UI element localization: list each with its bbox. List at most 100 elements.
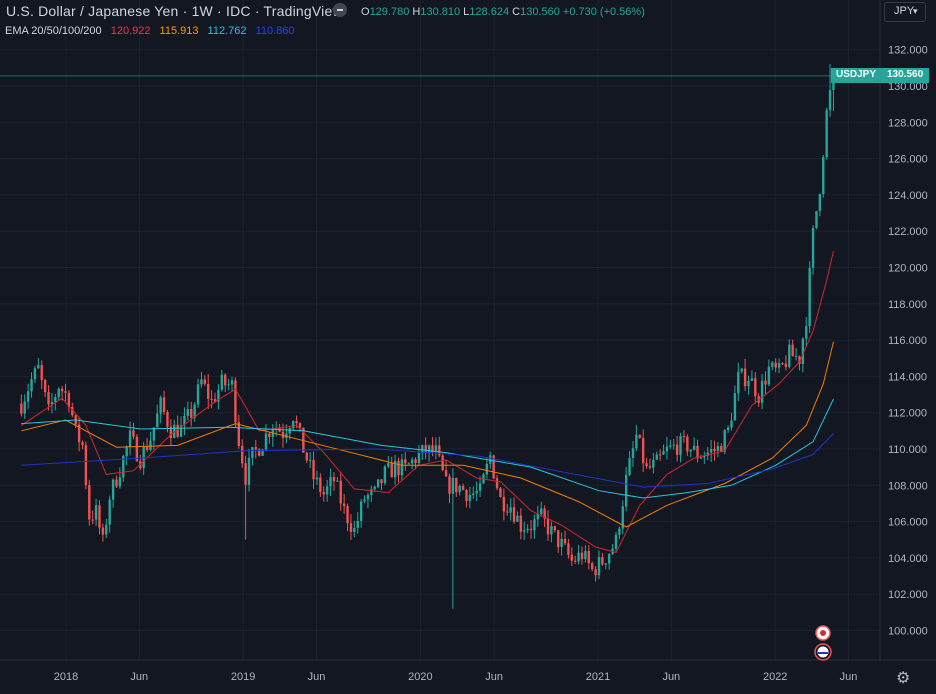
candle-body: [383, 466, 387, 484]
candle-body: [750, 378, 754, 381]
candle-body: [461, 485, 465, 490]
candle-body: [499, 488, 502, 498]
x-tick-label: 2018: [54, 671, 78, 683]
candle-body: [244, 463, 247, 485]
collapse-legend-button[interactable]: [333, 3, 347, 17]
candle-body: [699, 457, 703, 459]
candle-body: [227, 384, 230, 386]
candle-body: [540, 508, 543, 515]
candle-body: [54, 397, 57, 403]
candle-body: [475, 490, 478, 494]
candle-body: [777, 363, 781, 368]
candle-body: [71, 406, 74, 416]
candle-body: [376, 479, 380, 487]
candle-body: [553, 526, 557, 531]
candle-body: [523, 530, 526, 532]
x-axis[interactable]: 2018 Jun 2019 Jun 2020 Jun 2021 Jun 2022 Jun: [0, 659, 936, 683]
candle-body: [152, 427, 156, 441]
candle-body: [502, 497, 506, 512]
candle-body: [818, 194, 822, 212]
candle-body: [325, 486, 329, 495]
candle-body: [414, 459, 417, 464]
y-tick-label: 100.000: [888, 626, 928, 638]
candle-body: [186, 409, 190, 416]
candle-body: [169, 426, 173, 438]
candle-body: [526, 528, 529, 531]
candle-body: [281, 431, 285, 439]
candle-body: [495, 478, 499, 489]
candle-body: [587, 550, 590, 564]
candle-body: [173, 424, 176, 438]
candle-body: [67, 392, 71, 407]
candle-body: [709, 448, 713, 453]
ema-legend[interactable]: EMA 20/50/100/200 120.922 115.913 112.76…: [5, 25, 301, 37]
candle-body: [771, 362, 774, 367]
candle-body: [590, 563, 594, 570]
y-tick-label: 110.000: [888, 444, 927, 456]
candle-body: [319, 477, 322, 492]
candle-body: [98, 505, 101, 528]
candle-body: [220, 374, 224, 390]
candle-body: [669, 445, 672, 447]
candle-body: [241, 445, 244, 464]
candle-body: [37, 364, 40, 369]
candle-body: [791, 344, 794, 357]
candle-body: [33, 368, 37, 380]
candle-body: [764, 380, 767, 385]
candle-body: [230, 380, 234, 385]
candle-body: [686, 436, 689, 452]
candle-body: [618, 528, 621, 535]
candle-body: [183, 415, 186, 426]
y-tick-label: 128.000: [888, 117, 928, 129]
candle-body: [635, 434, 638, 449]
event-markers[interactable]: [814, 625, 832, 661]
x-tick-label: 2022: [763, 671, 787, 683]
low-label: L: [463, 6, 470, 18]
y-tick-label: 116.000: [888, 335, 927, 347]
candle-body: [747, 380, 750, 387]
ema50-value: 115.913: [159, 25, 199, 37]
candle-body: [159, 397, 162, 414]
candle-body: [363, 499, 366, 502]
candle-body: [740, 368, 743, 372]
currency-dropdown[interactable]: JPY ▾: [884, 2, 926, 22]
candle-body: [438, 445, 441, 456]
candle-body: [247, 457, 251, 485]
candle-body: [43, 379, 47, 393]
candle-body: [754, 378, 757, 397]
ema-line-20: [21, 250, 834, 554]
candle-body: [455, 477, 458, 493]
candle-body: [421, 445, 424, 454]
candle-body: [662, 451, 665, 455]
candle-body: [478, 483, 482, 491]
candle-body: [781, 363, 784, 365]
candle-body: [291, 421, 295, 429]
candle-body: [825, 110, 828, 158]
ema-lines: [21, 250, 834, 554]
y-tick-label: 106.000: [888, 517, 928, 529]
candle-body: [298, 423, 302, 428]
y-tick-label: 132.000: [888, 45, 928, 57]
candle-body: [451, 477, 455, 494]
candle-body: [679, 435, 682, 455]
gear-icon[interactable]: ⚙: [896, 670, 911, 687]
candle-body: [431, 445, 434, 453]
candle-body: [295, 421, 298, 424]
chevron-down-icon: ▾: [913, 6, 918, 16]
low-value: 128.624: [469, 6, 510, 18]
candle-body: [81, 442, 84, 446]
candle-body: [251, 447, 254, 458]
candle-body: [788, 344, 791, 367]
chart-header: U.S. Dollar / Japanese Yen · 1W · IDC · …: [6, 3, 343, 19]
candle-body: [105, 524, 108, 535]
y-axis[interactable]: 132.000 130.000 128.000 126.000 124.000 122.0…: [879, 0, 928, 660]
candle-body: [261, 449, 264, 456]
candle-body: [682, 435, 686, 437]
candle-body: [597, 557, 601, 576]
candle-body: [733, 393, 737, 421]
candle-body: [638, 434, 641, 438]
currency-label: JPY: [894, 5, 915, 17]
candle-body: [424, 445, 427, 453]
candle-body: [628, 458, 631, 475]
